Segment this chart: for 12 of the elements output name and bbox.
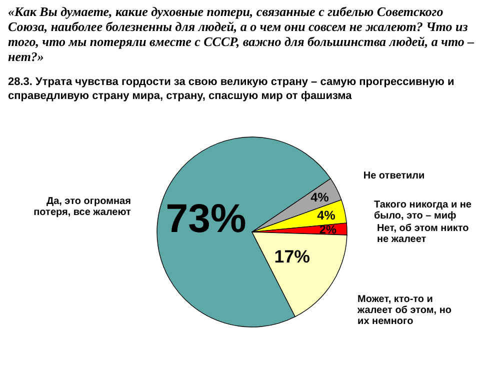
slice-label: Нет, об этом никто не жалеет — [376, 223, 469, 246]
data-label: 17% — [274, 246, 310, 266]
chart-subtitle: 28.3. Утрата чувства гордости за свою великую страну – самую прогрессивную и справедливую страну мира, страну, спасшую мир от фашизма — [8, 76, 454, 102]
slice-label: Такого никогда и не было, это – миф — [374, 200, 472, 222]
slice-label: Может, кто-то и жалеет об этом, но их немного — [356, 294, 452, 327]
slice-label: Не ответили — [363, 170, 425, 182]
data-label: 2% — [319, 222, 337, 237]
chart-title: «Как Вы думаете, какие духовные потери, связанные с гибелью Советского Союза, наиболее болезненны для людей, а о чем они совсем не жалеют? Что из того, что мы потеряли вместе с СССР, важно для большинства людей, а что – нет?» — [8, 4, 475, 64]
data-label: 4% — [310, 190, 329, 204]
data-label: 4% — [317, 208, 336, 222]
data-label: 73% — [166, 196, 246, 242]
slice-label: Да, это огромная потеря, все жалеют — [34, 196, 132, 218]
